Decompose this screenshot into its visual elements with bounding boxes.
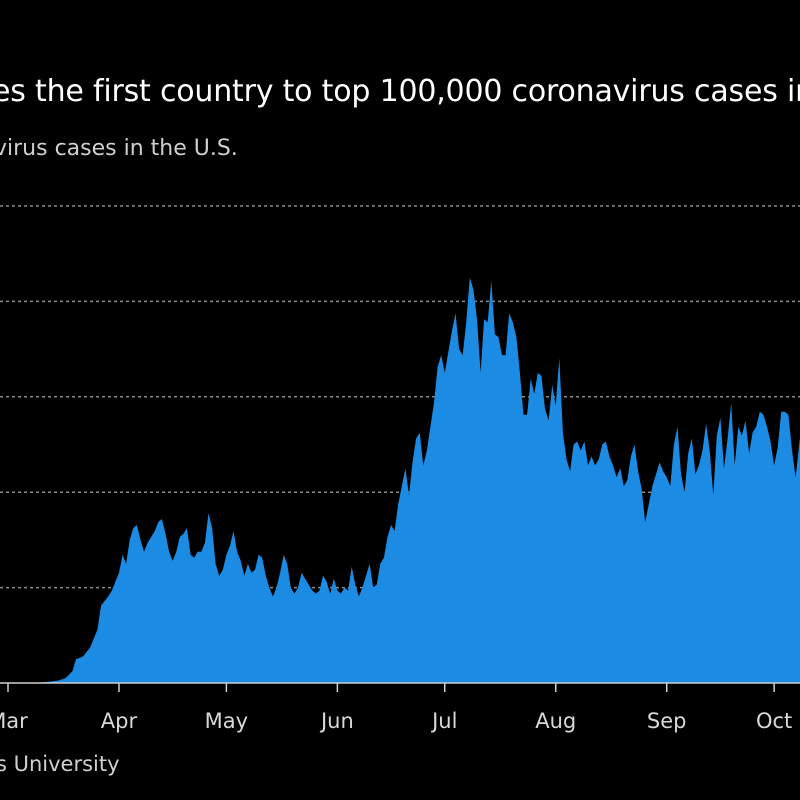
x-tick-label-3: Jun (319, 709, 354, 733)
x-axis: Mar Apr May Jun Jul Aug Sep Oct (0, 682, 800, 733)
source-note: s University (0, 752, 120, 776)
x-tick-label-1: Apr (101, 709, 138, 733)
x-tick-label-0: Mar (0, 709, 28, 733)
cases-area-series (0, 277, 800, 683)
chart-subtitle: virus cases in the U.S. (0, 136, 238, 161)
x-tick-label-5: Aug (535, 709, 576, 733)
chart-title: es the first country to top 100,000 coro… (0, 74, 800, 109)
x-tick-label-2: May (205, 709, 248, 733)
x-tick-label-4: Jul (430, 709, 457, 733)
x-tick-label-7: Oct (756, 709, 792, 733)
x-tick-label-6: Sep (647, 709, 687, 733)
plot-area (0, 277, 800, 683)
